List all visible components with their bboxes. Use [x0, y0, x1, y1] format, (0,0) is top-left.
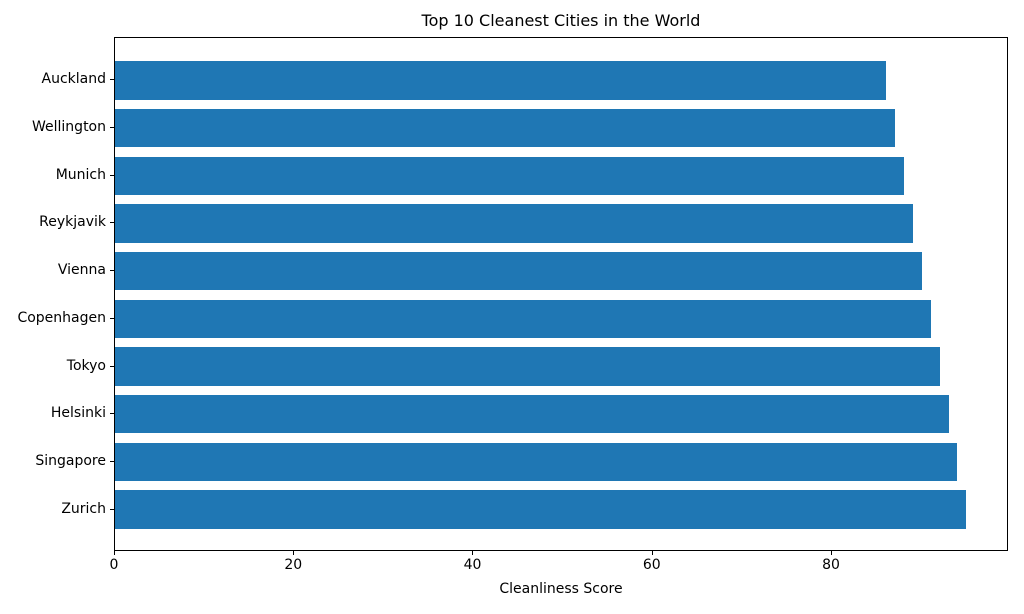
- y-tick-mark: [110, 222, 114, 224]
- y-tick-mark: [110, 174, 114, 176]
- y-tick-label-reykjavik: Reykjavik: [39, 214, 106, 231]
- y-tick-label-wellington: Wellington: [32, 119, 106, 136]
- chart-title: Top 10 Cleanest Cities in the World: [421, 11, 701, 30]
- x-tick-mark: [651, 551, 653, 555]
- bar-vienna: [115, 252, 922, 291]
- x-tick-label-80: 80: [822, 557, 840, 573]
- x-tick-label-60: 60: [642, 557, 661, 573]
- bar-reykjavik: [115, 204, 913, 243]
- bar-auckland: [115, 61, 886, 100]
- bar-copenhagen: [115, 299, 931, 338]
- y-tick-label-helsinki: Helsinki: [50, 405, 106, 422]
- y-tick-mark: [110, 365, 114, 367]
- y-tick-label-munich: Munich: [55, 166, 106, 183]
- y-tick-label-zurich: Zurich: [61, 500, 106, 517]
- x-tick-label-0: 0: [109, 557, 119, 573]
- y-tick-label-copenhagen: Copenhagen: [17, 309, 106, 326]
- y-tick-mark: [110, 317, 114, 319]
- y-tick-mark: [110, 460, 114, 462]
- bar-tokyo: [115, 347, 940, 386]
- bar-munich: [115, 156, 904, 195]
- x-tick-mark: [293, 551, 295, 555]
- bar-wellington: [115, 109, 895, 148]
- x-tick-mark: [472, 551, 474, 555]
- y-tick-mark: [110, 270, 114, 272]
- y-tick-mark: [110, 413, 114, 415]
- y-tick-label-tokyo: Tokyo: [66, 357, 106, 374]
- y-tick-mark: [110, 127, 114, 129]
- y-tick-label-vienna: Vienna: [57, 262, 106, 279]
- y-tick-label-auckland: Auckland: [41, 71, 106, 88]
- x-tick-mark: [114, 551, 115, 555]
- bar-helsinki: [115, 395, 949, 434]
- y-tick-label-singapore: Singapore: [35, 452, 106, 469]
- y-tick-mark: [110, 79, 114, 81]
- x-axis-label: Cleanliness Score: [499, 581, 623, 597]
- bar-singapore: [115, 442, 958, 481]
- plot-area: [114, 37, 1008, 551]
- x-tick-label-40: 40: [463, 557, 482, 573]
- x-tick-mark: [830, 551, 832, 555]
- bar-zurich: [115, 490, 967, 529]
- x-tick-label-20: 20: [284, 557, 303, 573]
- y-tick-mark: [110, 508, 114, 510]
